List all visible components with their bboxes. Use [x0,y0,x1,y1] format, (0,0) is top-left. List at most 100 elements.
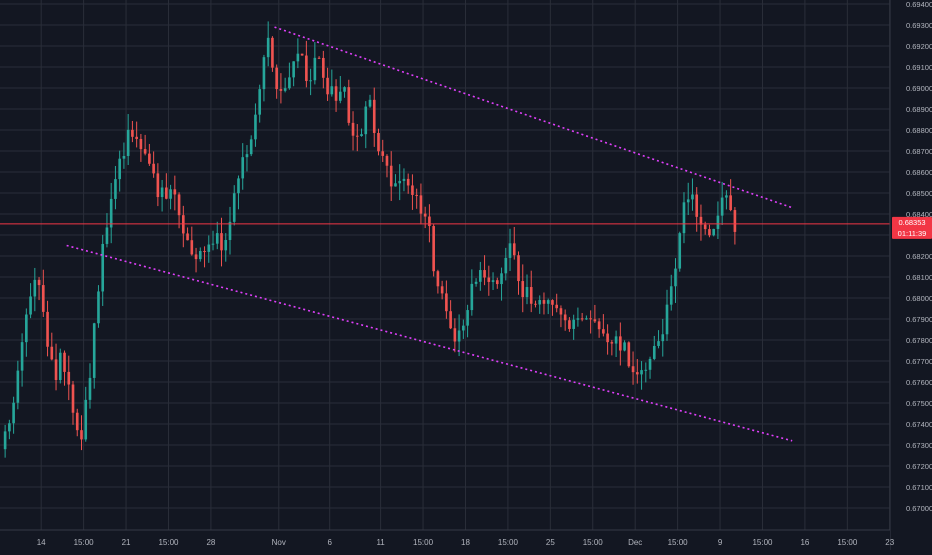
candle-up [211,243,215,245]
candle-up [292,61,295,78]
price-tick-label: 0.69100 [906,63,932,72]
candle-up [652,345,656,359]
price-tick-label: 0.69200 [906,42,932,51]
candle-down [542,300,546,304]
trendlines[interactable] [66,26,793,442]
candle-up [576,318,580,320]
candle-up [288,77,291,89]
candle-up [466,310,469,326]
candle-down [300,53,304,56]
candle-down [71,384,75,413]
time-tick-label: Nov [272,538,286,547]
candle-up [258,89,262,115]
candle-down [385,155,389,166]
candle-up [241,157,245,179]
candle-down [279,89,283,91]
candle-down [415,194,418,196]
candle-down [521,281,525,298]
time-tick-label: 15:00 [752,538,773,547]
price-tick-label: 0.67800 [906,336,932,345]
time-tick-label: 23 [885,538,894,547]
candle-down [449,311,452,329]
candle-up [479,270,482,282]
upper-trendline[interactable] [274,26,793,209]
candle-up [402,178,406,181]
candle-up [97,291,100,324]
candle-up [254,114,257,140]
price-tick-label: 0.68700 [906,147,932,156]
candle-down [483,270,486,278]
candle-down [593,319,597,322]
candle-down [50,346,54,360]
candle-up [614,336,618,344]
candle-down [495,280,499,285]
price-tick-label: 0.68100 [906,273,932,282]
price-tick-label: 0.69300 [906,21,932,30]
time-tick-label: 28 [206,538,215,547]
candle-down [610,342,614,344]
time-tick-label: 15:00 [583,538,604,547]
candle-up [160,187,164,198]
candle-up [109,198,113,228]
candle-up [669,286,673,305]
candle-down [322,57,325,78]
candle-down [699,216,703,225]
candle-up [3,431,7,450]
candle-down [305,55,308,81]
time-tick-label: 25 [546,538,555,547]
candle-down [703,224,707,230]
candle-down [271,37,274,68]
candle-down [41,285,45,312]
price-tick-label: 0.68400 [906,210,932,219]
candle-down [559,308,563,315]
candle-up [232,193,236,222]
candle-down [428,216,431,227]
candle-up [249,139,253,155]
candle-down [173,189,177,195]
candle-up [678,233,682,269]
time-tick-label: 15:00 [74,538,95,547]
time-tick-label: 21 [122,538,131,547]
candle-down [563,314,567,321]
candle-down [406,178,410,186]
candle-up [309,80,312,82]
lower-trendline[interactable] [66,244,793,442]
candle-up [686,199,690,203]
candle-up [215,233,219,244]
time-axis-background [0,530,890,550]
candle-up [84,399,88,440]
candle-down [351,122,355,136]
candle-up [283,88,287,91]
candle-down [695,194,699,217]
price-tick-label: 0.67500 [906,399,932,408]
candle-down [512,243,516,256]
candle-down [631,366,635,373]
candle-down [67,371,71,385]
candle-up [338,91,342,101]
price-tick-label: 0.69400 [906,0,932,9]
candle-down [440,286,444,294]
price-axis[interactable]: 0.69400 0.69300 0.69200 0.69100 0.69000 0.689… [889,0,932,550]
time-axis[interactable]: 14 15:00 21 15:00 28 Nov 6 11 15:00 18 15:00 25 15:0… [0,529,895,550]
candle-up [538,300,542,305]
candle-down [203,251,206,253]
candle-down [635,372,639,375]
candle-down [317,57,321,59]
time-tick-label: 16 [800,538,809,547]
price-tick-label: 0.67200 [906,462,932,471]
candle-up [470,283,474,311]
candle-up [16,370,20,403]
candle-down [355,135,359,137]
price-tick-label: 0.68900 [906,105,932,114]
price-tick-label: 0.67300 [906,441,932,450]
candle-down [80,430,83,440]
time-tick-label: 15:00 [498,538,519,547]
candle-up [101,243,105,292]
candle-up [572,319,575,329]
candle-down [75,412,79,431]
candle-up [313,57,317,81]
candle-up [525,287,529,298]
candle-up [262,57,266,90]
